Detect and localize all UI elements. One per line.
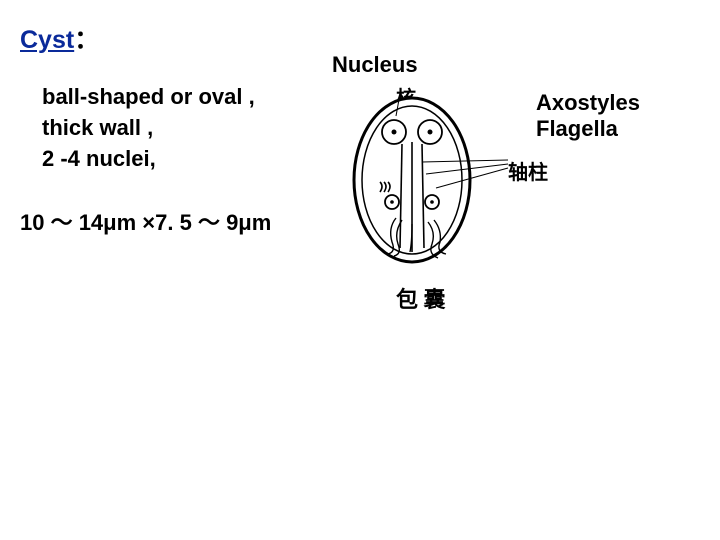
cyst-title-colon: ：: [74, 26, 99, 54]
cyst-title-text: Cyst: [20, 26, 74, 54]
cyst-diagram: [340, 92, 520, 292]
callout-axostyles-flagella: Axostyles Flagella: [536, 90, 640, 142]
cyst-dimensions: 10 ～ 14μm ×7. 5 ～ 9μm: [20, 205, 271, 237]
callout-nucleus: Nucleus: [332, 52, 418, 78]
cyst-description: ball-shaped or oval , thick wall , 2 -4 …: [42, 82, 255, 174]
cyst-title: Cyst：: [20, 20, 99, 56]
description-line-2: thick wall ,: [42, 113, 255, 144]
description-line-3: 2 -4 nuclei,: [42, 144, 255, 175]
cyst-svg: [340, 92, 520, 292]
description-line-1: ball-shaped or oval ,: [42, 82, 255, 113]
